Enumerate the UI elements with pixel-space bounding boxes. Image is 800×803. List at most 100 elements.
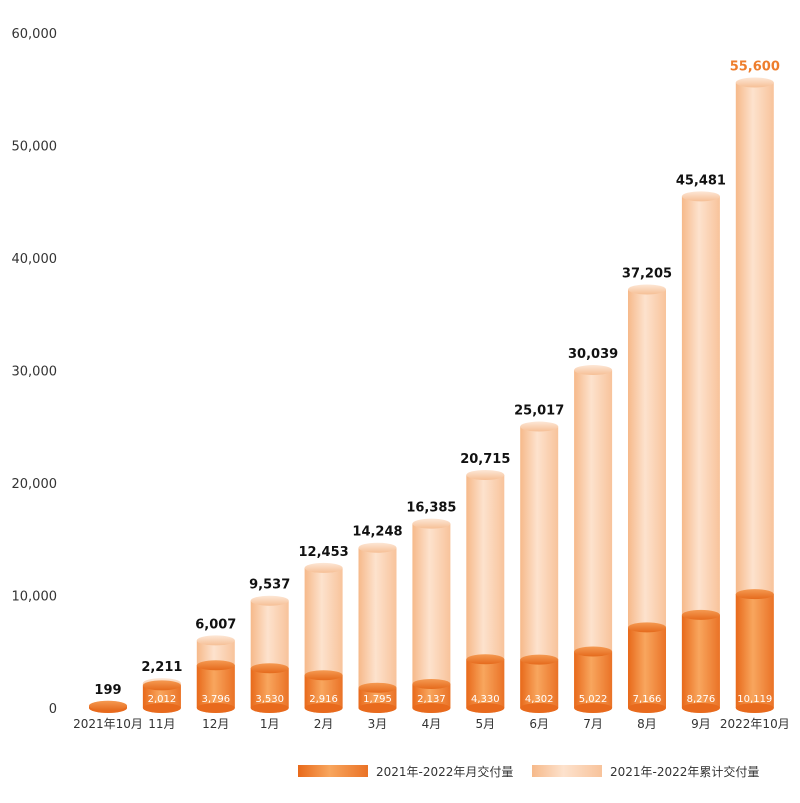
- cumulative-value-label: 14,248: [352, 525, 402, 540]
- monthly-value-label: 4,302: [525, 694, 554, 705]
- legend: 2021年-2022年月交付量 2021年-2022年累计交付量: [298, 764, 759, 779]
- cumulative-value-label: 2,211: [141, 660, 182, 675]
- cumulative-value-label: 37,205: [622, 266, 672, 281]
- bar-monthly-base: [412, 703, 451, 713]
- bar-monthly: [142, 685, 181, 708]
- bar-monthly: [681, 614, 720, 708]
- monthly-value-label: 1,795: [363, 694, 392, 705]
- legend-label-monthly: 2021年-2022年月交付量: [376, 764, 513, 779]
- bar-group: 4,330 20,715: [460, 452, 510, 713]
- bar-group: 7,166 37,205: [622, 266, 672, 713]
- y-tick-label: 20,000: [12, 477, 58, 492]
- y-tick-label: 10,000: [12, 590, 58, 605]
- monthly-value-label: 5,022: [579, 694, 608, 705]
- x-category-label: 2月: [314, 717, 334, 731]
- bar-group: 3,796 6,007: [195, 617, 236, 713]
- bar-cumulative-cap: [466, 469, 505, 480]
- bar-group: 2,137 16,385: [406, 501, 456, 713]
- monthly-value-label: 3,530: [255, 694, 284, 705]
- bar-monthly-base: [520, 703, 559, 713]
- monthly-value-label: 4,330: [471, 694, 500, 705]
- bar-group: 5,022 30,039: [568, 347, 618, 713]
- bar-monthly-cap: [574, 646, 613, 657]
- bar-monthly-base: [735, 703, 774, 713]
- bar-cumulative-cap: [735, 77, 774, 88]
- bar-cumulative-cap: [628, 284, 666, 295]
- bar-cumulative-cap: [520, 421, 559, 432]
- y-tick-label: 60,000: [12, 27, 58, 42]
- x-category-label: 12月: [202, 717, 229, 731]
- bar-group: 3,530 9,537: [249, 578, 290, 713]
- bar-monthly: [574, 651, 613, 708]
- bar-monthly: [466, 659, 505, 708]
- bar-group: 1,795 14,248: [352, 525, 403, 713]
- bar-group: 8,276 45,481: [676, 173, 726, 713]
- bar-monthly-cap: [466, 654, 505, 665]
- x-category-label: 7月: [583, 717, 603, 731]
- monthly-value-label: 2,137: [417, 694, 446, 705]
- y-axis: 0 10,000 20,000 30,000 40,000 50,000 60,000: [12, 27, 58, 717]
- legend-swatch-monthly: [298, 765, 368, 777]
- x-category-label: 2022年10月: [720, 717, 790, 731]
- bar-monthly-base: [196, 703, 235, 713]
- x-category-label: 2021年10月: [73, 717, 143, 731]
- x-category-label: 4月: [422, 717, 442, 731]
- bar-group: 10,119 55,600: [730, 60, 780, 713]
- bar-monthly: [358, 687, 397, 708]
- cumulative-value-label: 199: [94, 683, 121, 698]
- monthly-value-label: 3,796: [201, 694, 230, 705]
- bar-monthly-cap: [681, 609, 720, 620]
- bar-monthly-cap: [250, 663, 289, 674]
- bar-cumulative-cap: [358, 542, 397, 553]
- cumulative-value-label: 30,039: [568, 347, 618, 362]
- legend-label-cumulative: 2021年-2022年累计交付量: [610, 764, 759, 779]
- bars: 199 2,012 2,211 3,796 6,007 3,530 9,537 2,916 12…: [89, 60, 780, 713]
- bar-monthly: [196, 665, 235, 708]
- bar-group: 4,302 25,017: [514, 404, 564, 713]
- x-axis: 2021年10月 11月 12月 1月 2月 3月 4月 5月 6月 7月 8月 9月 2022年10月: [73, 717, 790, 731]
- y-tick-label: 0: [49, 702, 57, 717]
- bar-monthly: [735, 594, 774, 708]
- bar-group: 2,916 12,453: [299, 545, 349, 713]
- x-category-label: 11月: [148, 717, 175, 731]
- bar-monthly-cap: [628, 622, 666, 633]
- bar-cumulative-cap: [304, 562, 343, 573]
- monthly-value-label: 8,276: [687, 694, 716, 705]
- bar-cumulative-cap: [681, 191, 720, 202]
- cumulative-value-label: 9,537: [249, 578, 290, 593]
- bar-monthly: [520, 659, 559, 708]
- bar-monthly-base: [358, 703, 397, 713]
- monthly-value-label: 7,166: [633, 694, 662, 705]
- cumulative-value-label: 45,481: [676, 173, 726, 188]
- bar-cumulative-cap: [412, 518, 451, 529]
- bar-monthly-base: [250, 703, 289, 713]
- x-category-label: 6月: [529, 717, 549, 731]
- bar-monthly: [250, 668, 289, 708]
- bar-monthly: [628, 627, 666, 708]
- x-category-label: 3月: [368, 717, 388, 731]
- bar-cumulative-cap: [196, 635, 235, 646]
- cumulative-value-label: 6,007: [195, 617, 236, 632]
- x-category-label: 9月: [691, 717, 711, 731]
- bar-monthly-cap: [196, 660, 235, 671]
- bar-cumulative: [358, 547, 397, 708]
- monthly-value-label: 2,012: [148, 694, 177, 705]
- bar-monthly-cap: [142, 680, 181, 691]
- bar-monthly: [304, 675, 343, 708]
- cumulative-value-label: 16,385: [406, 501, 456, 516]
- cumulative-value-label: 55,600: [730, 60, 780, 75]
- cumulative-value-label: 12,453: [299, 545, 349, 560]
- monthly-value-label: 2,916: [309, 694, 338, 705]
- y-tick-label: 50,000: [12, 140, 58, 155]
- bar-monthly-cap: [735, 589, 774, 600]
- bar-monthly-base: [628, 703, 666, 713]
- bar-monthly-base: [142, 703, 181, 713]
- cumulative-value-label: 25,017: [514, 404, 564, 419]
- bar-monthly-base: [681, 703, 720, 713]
- bar-monthly-base: [466, 703, 505, 713]
- bar-cumulative-cap: [250, 595, 289, 606]
- bar-cumulative-cap: [574, 365, 613, 376]
- bar-monthly-base: [574, 703, 613, 713]
- bar-monthly-cap: [358, 682, 397, 693]
